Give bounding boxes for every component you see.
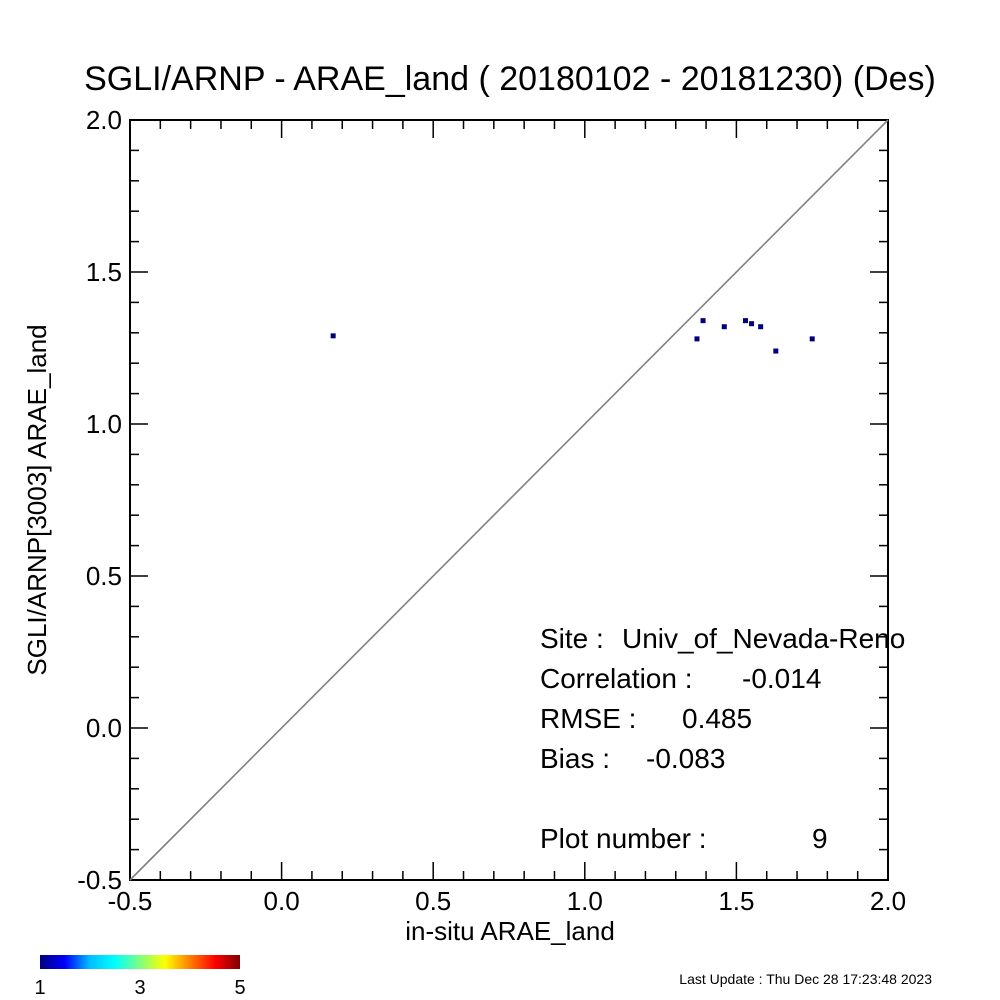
data-point xyxy=(330,333,336,339)
data-point xyxy=(694,336,700,342)
y-axis-label: SGLI/ARNP[3003] ARAE_land xyxy=(22,324,52,675)
data-points xyxy=(330,318,815,354)
colorbar-labels: 1 3 5 xyxy=(34,977,245,999)
colorbar-label: 5 xyxy=(234,977,245,999)
stat-label: Correlation : xyxy=(540,663,693,694)
stat-value: 0.485 xyxy=(682,703,752,734)
colorbar-gradient xyxy=(40,955,240,969)
y-tick-label: 2.0 xyxy=(86,105,122,135)
x-tick-label: 2.0 xyxy=(870,886,906,916)
y-tick-label: 1.5 xyxy=(86,257,122,287)
plot-frame xyxy=(129,119,889,881)
stat-value: 9 xyxy=(812,823,828,854)
x-tick-label: -0.5 xyxy=(108,886,153,916)
data-point xyxy=(773,348,779,354)
y-tick-label: -0.5 xyxy=(77,865,122,895)
data-point xyxy=(749,321,755,327)
last-update-text: Last Update : Thu Dec 28 17:23:48 2023 xyxy=(679,971,932,987)
x-axis-label: in-situ ARAE_land xyxy=(405,916,615,946)
stat-value: Univ_of_Nevada-Reno xyxy=(622,623,905,654)
stats-panel: Site : Univ_of_Nevada-Reno Correlation : -0… xyxy=(540,623,905,854)
stat-label: Plot number : xyxy=(540,823,707,854)
data-point xyxy=(700,318,706,324)
colorbar-label: 3 xyxy=(134,977,145,999)
stat-label: Bias : xyxy=(540,743,610,774)
reference-line xyxy=(129,119,889,881)
chart-title: SGLI/ARNP - ARAE_land ( 20180102 - 20181… xyxy=(84,60,936,98)
x-tick-label: 1.5 xyxy=(718,886,754,916)
x-tick-label: 0.0 xyxy=(264,886,300,916)
data-point xyxy=(742,318,748,324)
y-tick-label: 0.5 xyxy=(86,561,122,591)
stat-label: RMSE : xyxy=(540,703,636,734)
plot-border xyxy=(129,119,889,881)
x-tick-label: 1.0 xyxy=(567,886,603,916)
colorbar-label: 1 xyxy=(34,977,45,999)
y-tick-label: 0.0 xyxy=(86,713,122,743)
x-tick-label: 0.5 xyxy=(415,886,451,916)
stat-value: -0.083 xyxy=(646,743,725,774)
data-point xyxy=(809,336,815,342)
colorbar xyxy=(40,955,240,969)
axis-tick-labels: -0.5-0.5 0.0 0.0 0.5 0.5 1.0 1.0 1.5 1.5 2.0 2.0 xyxy=(77,105,906,916)
stat-label: Site : xyxy=(540,623,604,654)
axis-ticks xyxy=(129,119,889,881)
data-point xyxy=(758,324,764,330)
y-tick-label: 1.0 xyxy=(86,409,122,439)
stat-value: -0.014 xyxy=(742,663,821,694)
data-point xyxy=(721,324,727,330)
one-to-one-line xyxy=(129,119,889,881)
